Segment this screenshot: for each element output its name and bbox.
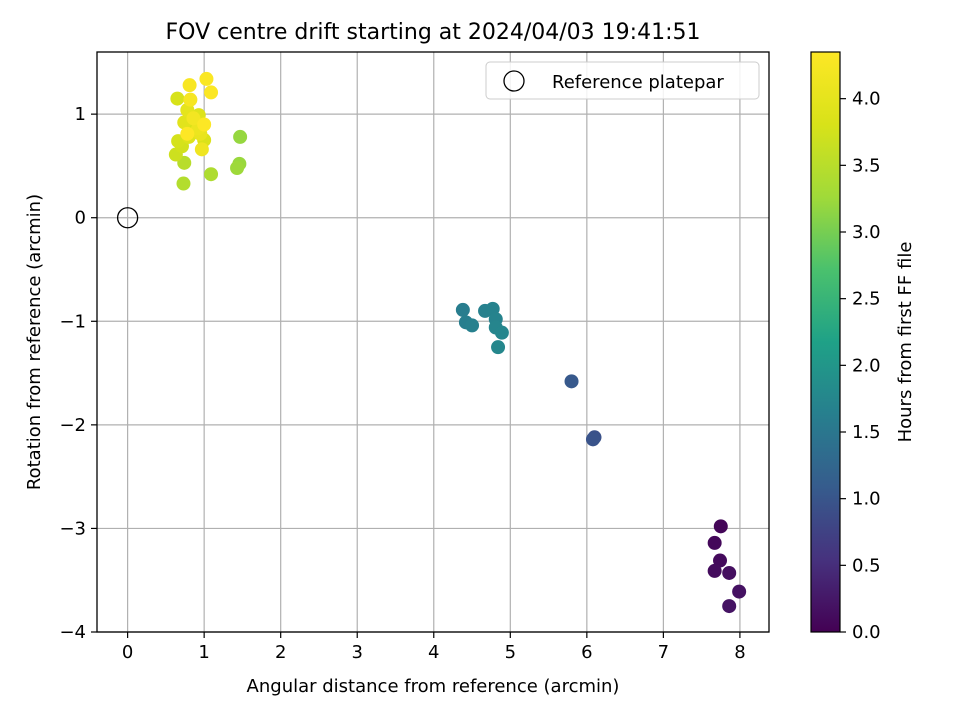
data-point: [713, 519, 728, 534]
x-tick-label: 6: [581, 642, 592, 663]
colorbar-tick-label: 1.0: [852, 489, 881, 510]
reference-marker-layer: [116, 207, 139, 229]
colorbar-ticks: 0.0 0.5 1.0 1.5 2.0 2.5 3.0 3.5 4.0: [840, 89, 881, 643]
plot-frame: [96, 51, 770, 633]
data-point: [491, 340, 506, 355]
colorbar-tick-label: 4.0: [852, 89, 881, 110]
x-axis-label: Angular distance from reference (arcmin): [247, 676, 620, 697]
data-point: [722, 565, 737, 580]
y-axis-label: Rotation from reference (arcmin): [24, 194, 45, 490]
x-tick-label: 7: [658, 642, 669, 663]
grid: [97, 52, 769, 633]
data-point: [183, 92, 198, 107]
legend-label: Reference platepar: [552, 72, 724, 93]
colorbar-tick-label: 2.0: [852, 355, 881, 376]
data-point: [564, 374, 579, 389]
x-tick-label: 5: [505, 642, 516, 663]
data-point: [204, 85, 219, 100]
x-tick-label: 1: [198, 642, 209, 663]
data-point: [197, 117, 212, 132]
legend-box: [485, 61, 760, 100]
data-point: [707, 535, 722, 550]
data-point: [182, 78, 197, 93]
data-point: [176, 176, 191, 191]
x-tick-label: 0: [122, 642, 133, 663]
data-points: [168, 71, 747, 614]
data-point: [585, 432, 600, 447]
data-point: [494, 325, 509, 340]
colorbar-tick-label: 2.5: [852, 289, 881, 310]
data-point: [707, 563, 722, 578]
data-point: [230, 161, 245, 175]
data-point: [455, 302, 470, 317]
data-point: [180, 126, 195, 141]
data-point: [199, 71, 214, 86]
data-point: [722, 599, 737, 614]
y-tick-label: −1: [59, 311, 86, 332]
colorbar: 0.0 0.5 1.0 1.5 2.0 2.5 3.0 3.5 4.0 Hours from f…: [810, 51, 916, 643]
y-tick-label: −3: [59, 518, 86, 539]
x-tick-label: 2: [275, 642, 286, 663]
colorbar-gradient: [810, 51, 841, 633]
colorbar-tick-label: 1.5: [852, 422, 881, 443]
data-point: [186, 111, 201, 126]
y-tick-label: −2: [59, 415, 86, 436]
data-point: [204, 167, 219, 182]
legend: Reference platepar: [485, 61, 760, 100]
y-tick-label: −4: [59, 622, 86, 643]
x-tick-label: 4: [428, 642, 439, 663]
colorbar-tick-label: 3.0: [852, 222, 881, 243]
colorbar-tick-label: 0.0: [852, 622, 881, 643]
data-point: [713, 553, 728, 568]
colorbar-tick-label: 3.5: [852, 155, 881, 176]
data-point: [194, 142, 209, 157]
x-tick-label: 3: [352, 642, 363, 663]
data-point: [170, 91, 185, 106]
y-axis-ticks: −4 −3 −2 −1 0 1: [59, 104, 97, 643]
legend-marker: [503, 70, 525, 92]
colorbar-label: Hours from first FF file: [895, 242, 916, 443]
data-point: [465, 318, 480, 333]
x-tick-label: 8: [734, 642, 745, 663]
reference-marker: [116, 207, 139, 229]
y-tick-label: 0: [75, 208, 86, 229]
y-tick-label: 1: [75, 104, 86, 125]
x-axis-ticks: 0 1 2 3 4 5 6 7 8: [122, 632, 746, 663]
colorbar-tick-label: 0.5: [852, 555, 881, 576]
data-point: [233, 129, 248, 144]
chart-title: FOV centre drift starting at 2024/04/03 …: [166, 20, 701, 45]
data-point: [732, 584, 747, 599]
